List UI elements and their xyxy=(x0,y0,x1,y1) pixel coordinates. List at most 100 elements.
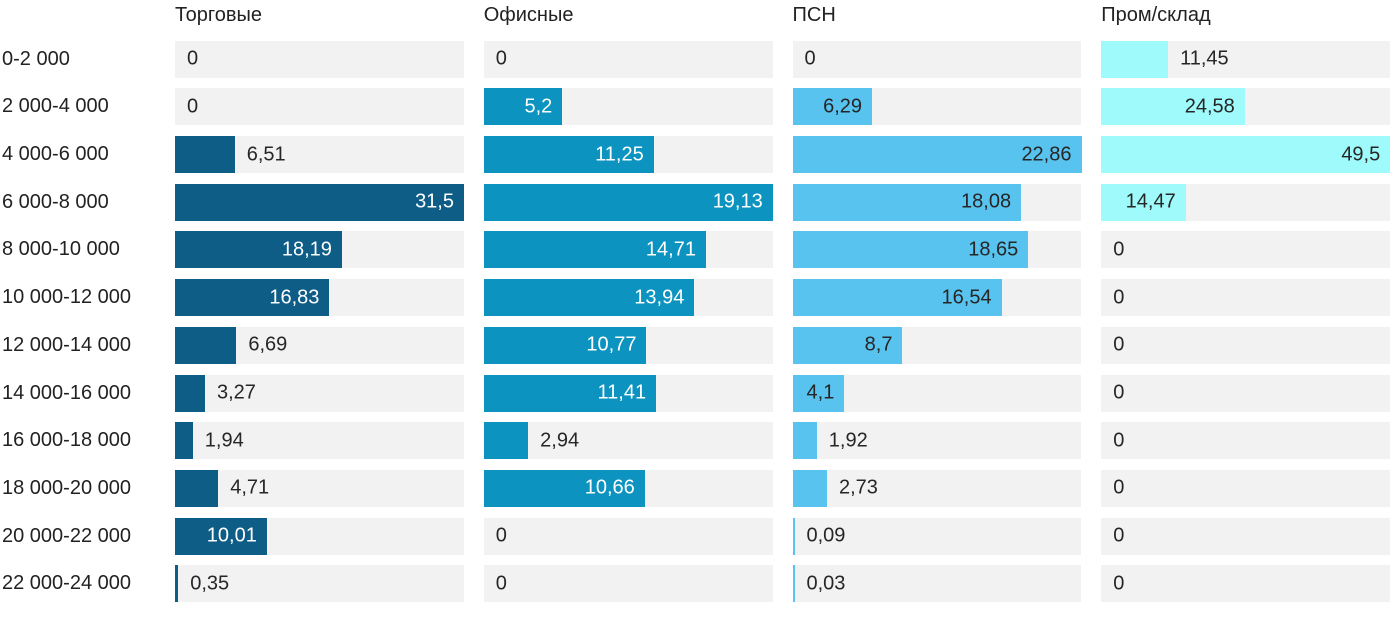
bar-track[interactable]: 3,27 xyxy=(175,374,464,412)
bar-track[interactable]: 0 xyxy=(792,40,1082,78)
bar-fill[interactable] xyxy=(483,136,654,174)
bar-fill[interactable] xyxy=(792,88,873,126)
bar-value-label: 0,35 xyxy=(190,572,230,595)
bar-fill[interactable] xyxy=(483,326,647,364)
bar-track[interactable]: 2,94 xyxy=(483,422,773,460)
bar-fill[interactable] xyxy=(483,231,706,269)
bar-track[interactable]: 8,7 xyxy=(792,326,1082,364)
bar-fill[interactable] xyxy=(175,279,330,317)
category-label: 22 000-24 000 xyxy=(2,572,132,595)
bar-track[interactable]: 6,69 xyxy=(175,326,464,364)
bar-track[interactable]: 22,86 xyxy=(792,136,1082,174)
bar-track[interactable]: 11,45 xyxy=(1101,40,1390,78)
bar-track[interactable]: 18,19 xyxy=(175,231,464,269)
bar-value-label: 14,47 xyxy=(1125,190,1176,213)
bar-track[interactable]: 11,41 xyxy=(483,374,773,412)
bar-track[interactable]: 11,25 xyxy=(483,136,773,174)
bar-track[interactable]: 18,65 xyxy=(792,231,1082,269)
bar-value-label: 0 xyxy=(1113,572,1125,595)
bar-track[interactable]: 0,09 xyxy=(792,517,1082,555)
bar-fill[interactable] xyxy=(792,517,795,555)
bar-track[interactable]: 24,58 xyxy=(1101,88,1390,126)
bar-track[interactable]: 0 xyxy=(1101,231,1390,269)
bar-track[interactable]: 10,66 xyxy=(483,469,773,507)
bar-value-label: 3,27 xyxy=(217,381,256,404)
category-label: 16 000-18 000 xyxy=(2,429,132,452)
bar-track[interactable]: 19,13 xyxy=(483,183,773,221)
bar-track[interactable]: 0,03 xyxy=(792,565,1082,603)
bar-fill[interactable] xyxy=(175,565,179,603)
bar-fill[interactable] xyxy=(792,469,827,507)
bar-track[interactable]: 49,5 xyxy=(1101,136,1391,174)
bar-track[interactable]: 1,94 xyxy=(175,422,464,460)
bar-value-label: 1,92 xyxy=(828,429,868,452)
bar-track[interactable]: 10,77 xyxy=(483,326,773,364)
bar-track[interactable]: 0 xyxy=(1101,565,1390,603)
bar-value-label: 10,66 xyxy=(584,476,635,499)
bar-fill[interactable] xyxy=(483,469,645,507)
bar-fill[interactable] xyxy=(175,469,219,507)
bar-track[interactable]: 13,94 xyxy=(483,279,773,317)
bar-fill[interactable] xyxy=(1101,88,1245,126)
bar-track[interactable]: 2,73 xyxy=(792,469,1082,507)
bar-track[interactable]: 31,5 xyxy=(175,183,464,221)
bar-value-label: 8,7 xyxy=(864,333,893,356)
bar-track[interactable]: 5,2 xyxy=(483,88,773,126)
bar-fill[interactable] xyxy=(483,422,529,460)
bar-fill[interactable] xyxy=(792,422,817,460)
category-label: 20 000-22 000 xyxy=(2,524,132,547)
bar-fill[interactable] xyxy=(483,279,695,317)
bar-track[interactable]: 0 xyxy=(483,565,773,603)
bar-fill[interactable] xyxy=(1101,136,1391,174)
bar-value-label: 0,03 xyxy=(806,572,846,595)
bar-track[interactable]: 16,83 xyxy=(175,279,464,317)
bar-track[interactable]: 4,71 xyxy=(175,469,464,507)
bar-value-label: 0 xyxy=(1113,524,1125,547)
bar-fill[interactable] xyxy=(792,565,795,603)
bar-track[interactable]: 0 xyxy=(1101,326,1390,364)
bar-value-label: 0 xyxy=(495,572,507,595)
bar-track[interactable]: 10,01 xyxy=(175,517,464,555)
bar-track[interactable]: 4,1 xyxy=(792,374,1082,412)
bar-track[interactable]: 6,51 xyxy=(175,136,464,174)
bar-track[interactable]: 0 xyxy=(483,40,773,78)
bar-track[interactable]: 0 xyxy=(175,40,464,78)
bar-fill[interactable] xyxy=(175,374,205,412)
bar-fill[interactable] xyxy=(175,422,193,460)
series-header-prom-sklad: Пром/склад xyxy=(1101,4,1211,26)
bar-track[interactable]: 0 xyxy=(483,517,773,555)
bar-track[interactable]: 0,35 xyxy=(175,565,464,603)
bar-track[interactable]: 0 xyxy=(1101,517,1390,555)
bar-track[interactable]: 0 xyxy=(1101,279,1390,317)
bar-track[interactable]: 1,92 xyxy=(792,422,1082,460)
bar-fill[interactable] xyxy=(792,326,903,364)
bar-fill[interactable] xyxy=(175,183,464,221)
bar-track[interactable]: 14,47 xyxy=(1101,183,1390,221)
bar-fill[interactable] xyxy=(175,517,267,555)
bar-track[interactable]: 0 xyxy=(1101,374,1390,412)
bar-fill[interactable] xyxy=(175,231,342,269)
bar-track[interactable]: 16,54 xyxy=(792,279,1082,317)
bar-fill[interactable] xyxy=(1101,40,1169,78)
bar-value-label: 6,51 xyxy=(246,143,286,166)
bar-fill[interactable] xyxy=(792,374,845,412)
bar-fill[interactable] xyxy=(792,231,1029,269)
bar-fill[interactable] xyxy=(792,183,1022,221)
bar-track[interactable]: 0 xyxy=(1101,469,1390,507)
bar-fill[interactable] xyxy=(175,326,237,364)
bar-track[interactable]: 0 xyxy=(1101,422,1390,460)
bar-fill[interactable] xyxy=(483,374,657,412)
bar-track[interactable]: 14,71 xyxy=(483,231,773,269)
bar-fill[interactable] xyxy=(1101,183,1186,221)
bar-value-label: 11,45 xyxy=(1180,47,1229,70)
bar-track[interactable]: 18,08 xyxy=(792,183,1082,221)
bar-fill[interactable] xyxy=(175,136,235,174)
bar-fill[interactable] xyxy=(483,88,563,126)
bar-fill[interactable] xyxy=(483,183,773,221)
bar-track[interactable]: 0 xyxy=(175,88,464,126)
category-label: 8 000-10 000 xyxy=(2,238,120,261)
bar-track[interactable]: 6,29 xyxy=(792,88,1082,126)
bar-fill[interactable] xyxy=(792,279,1002,317)
bar-fill[interactable] xyxy=(792,136,1082,174)
bar-value-label: 31,5 xyxy=(415,190,454,213)
